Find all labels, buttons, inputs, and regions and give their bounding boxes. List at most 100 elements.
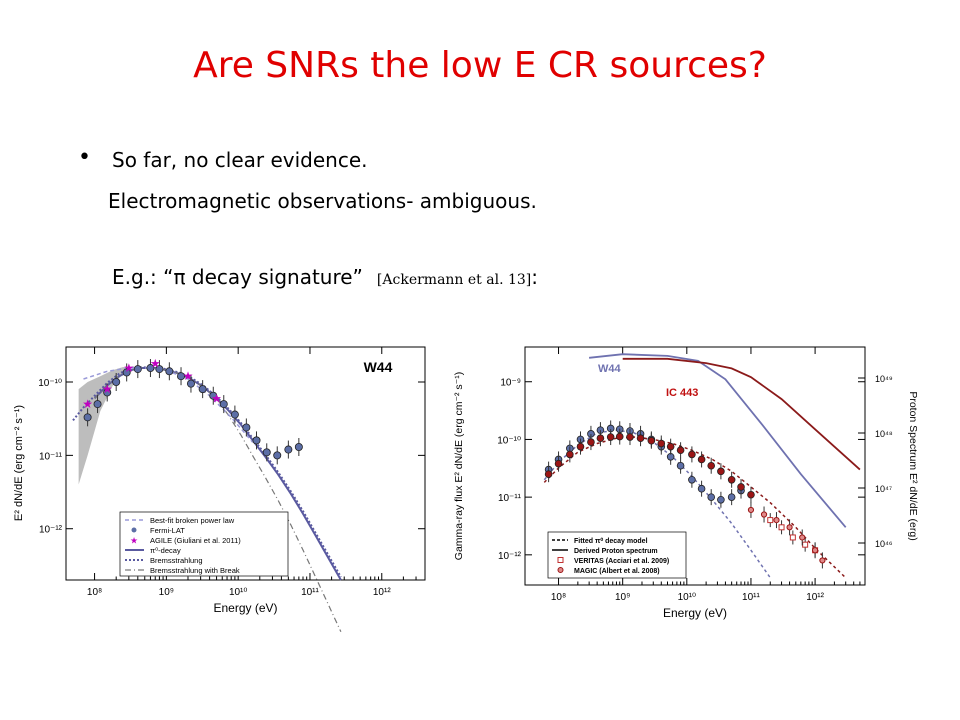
legend-marker [557, 567, 564, 573]
confidence-band [78, 367, 129, 485]
body-line: Electromagnetic observations- ambiguous. [108, 189, 537, 213]
bullet-dot: • [78, 145, 91, 170]
fermi-lat-point [262, 448, 271, 457]
legend-label: Bremsstrahlung with Break [150, 566, 240, 575]
legend-label: Derived Proton spectrum [574, 548, 658, 555]
x-tick-label: 10¹² [373, 587, 391, 598]
ic443-chart: 10⁸ 10⁹ 10¹⁰ 10¹¹ 10¹² 10⁻⁹ 10⁻¹⁰ 10⁻¹¹ 10⁻¹² Ene… [453, 346, 919, 620]
eg-prefix: E.g.: “π decay signature” [112, 265, 363, 289]
y2-tick-label: 10⁴⁹ [875, 374, 893, 384]
x-tick-label: 10⁸ [87, 587, 102, 598]
w44-point [707, 493, 715, 501]
x-tick-label: 10⁹ [615, 592, 630, 603]
fermi-lat-point [186, 379, 195, 388]
eg-line: E.g.: “π decay signature” [Ackermann et a… [112, 265, 538, 289]
fermi-lat-point [284, 445, 293, 454]
bullet-text: So far, no clear evidence. [112, 148, 368, 172]
fermi-lat-point [230, 410, 239, 419]
ic443-pi0-fit [543, 436, 847, 579]
x-tick-label: 10¹¹ [742, 592, 760, 603]
ic443-point [615, 432, 624, 441]
legend-marker: ★ [130, 536, 138, 546]
agile-point: ★ [150, 356, 161, 370]
legend-label: Bremsstrahlung [150, 556, 203, 565]
x-tick-label: 10¹⁰ [678, 592, 696, 603]
fermi-lat-point [133, 365, 142, 374]
fermi-lat-point [112, 378, 121, 387]
x-tick-label: 10¹⁰ [229, 587, 247, 598]
w44-annotation: W44 [598, 363, 622, 375]
legend-label: Fitted π⁰ decay model [574, 537, 648, 545]
fermi-lat-point [273, 451, 282, 460]
eg-suffix: : [531, 265, 539, 289]
legend-label: AGILE (Giuliani et al. 2011) [150, 536, 241, 545]
y-tick-label: 10⁻¹⁰ [38, 378, 62, 389]
plot-frame [524, 346, 866, 586]
legend-marker [557, 557, 564, 563]
fermi-lat-point [93, 400, 102, 409]
ic443-point [747, 490, 755, 499]
ic443-point [707, 461, 715, 470]
y2-tick-label: 10⁴⁶ [875, 539, 893, 549]
x-tick-label: 10⁸ [551, 592, 566, 603]
magic-point [760, 511, 768, 518]
y2-axis-label: Proton Spectrum E² dN/dE (erg) [907, 391, 919, 540]
ic443-point [554, 459, 563, 468]
y-tick-label: 10⁻¹¹ [39, 451, 63, 462]
magic-point [786, 524, 793, 531]
ic443-point [626, 433, 634, 441]
w44-point [676, 461, 685, 470]
y-tick-label: 10⁻¹² [39, 525, 63, 536]
ic443-point [737, 483, 745, 491]
y-tick-label: 10⁻⁹ [500, 378, 521, 389]
legend-box [119, 511, 289, 577]
legend-label: VERITAS (Acciari et al. 2009) [574, 558, 669, 565]
veritas-point [789, 534, 796, 541]
w44-point [717, 495, 725, 504]
ic443-point [566, 450, 574, 459]
fermi-lat-point [294, 443, 303, 452]
fermi-lat-point [177, 372, 186, 381]
legend-label: MAGIC (Albert et al. 2008) [574, 568, 660, 575]
legend-label: Best-fit broken power law [150, 516, 235, 525]
fermi-lat-point [198, 385, 207, 394]
y-tick-label: 10⁻¹¹ [498, 493, 522, 504]
fermi-lat-point [155, 365, 164, 374]
y-axis-label: Gamma-ray flux E² dN/dE (erg cm⁻² s⁻¹) [453, 372, 465, 560]
magic-point [747, 506, 755, 514]
fermi-lat-point [219, 400, 228, 409]
fermi-lat-point [83, 413, 92, 422]
citation: [Ackermann et al. 13] [376, 272, 532, 288]
ic443-point [676, 446, 685, 455]
ic443-point [666, 442, 675, 451]
ic443-proton-curve [622, 357, 861, 471]
x-axis-label: Energy (eV) [213, 601, 277, 615]
fermi-lat-point [242, 423, 251, 432]
legend-box [547, 531, 687, 579]
x-axis-label: Energy (eV) [663, 606, 727, 620]
legend-label: π⁰-decay [150, 546, 181, 555]
y-tick-label: 10⁻¹² [498, 551, 522, 562]
fermi-lat-point [165, 367, 174, 376]
ic443-point [717, 467, 725, 476]
ic443-point [576, 442, 585, 451]
w44-point [688, 475, 696, 484]
agile-point: ★ [123, 361, 134, 375]
ic443-point [697, 455, 706, 464]
ic443-point [606, 433, 615, 441]
x-tick-label: 10⁹ [159, 587, 174, 598]
magic-point [799, 534, 806, 541]
magic-point [773, 516, 780, 524]
chart-title: W44 [364, 359, 393, 375]
fermi-lat-point [252, 436, 261, 445]
agile-point: ★ [183, 369, 194, 383]
y-axis-label: E² dN/dE (erg cm⁻² s⁻¹) [13, 405, 25, 521]
y-tick-label: 10⁻¹⁰ [497, 435, 521, 446]
slide-title: Are SNRs the low E CR sources? [193, 45, 767, 86]
agile-point: ★ [102, 382, 113, 396]
legend-marker [131, 527, 137, 533]
ic443-point [727, 475, 736, 484]
w44-chart: 10⁸ 10⁹ 10¹⁰ 10¹¹ 10¹² 10⁻¹⁰ 10⁻¹¹ 10⁻¹² Energy … [13, 346, 426, 633]
fermi-lat-point [103, 388, 112, 397]
y2-tick-label: 10⁴⁷ [875, 484, 892, 494]
